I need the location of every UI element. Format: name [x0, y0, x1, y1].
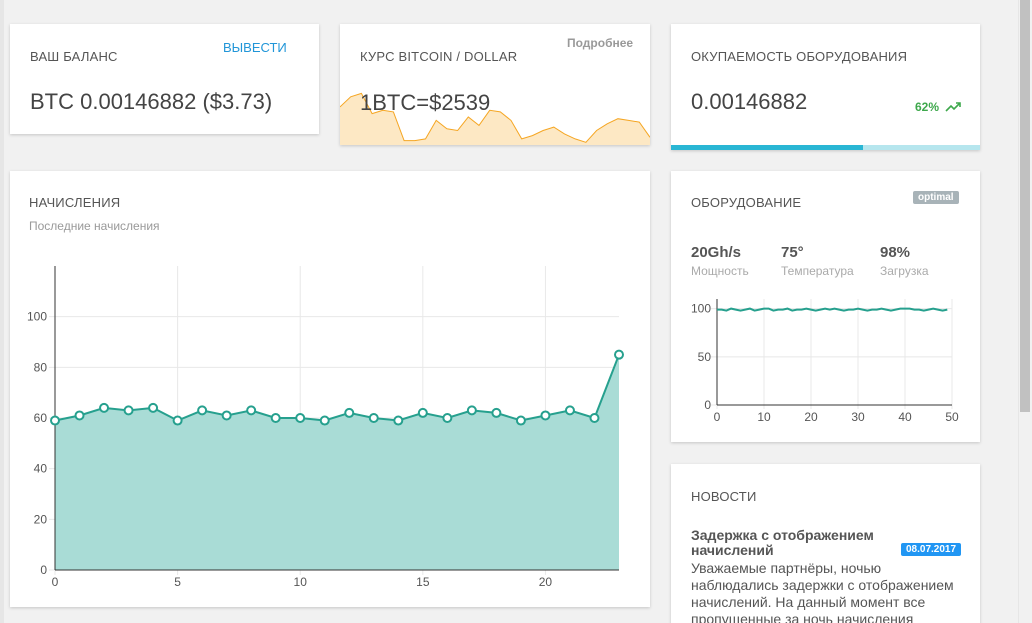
temperature-label: Температура: [781, 264, 854, 278]
hashrate-label: Мощность: [691, 264, 749, 278]
accruals-ytick-label: 100: [27, 310, 47, 324]
rate-card: КУРС BITCOIN / DOLLAR Подробнее 1BTC=$25…: [340, 24, 650, 145]
temperature-value: 75°: [781, 244, 804, 261]
accruals-xtick-label: 20: [539, 575, 553, 589]
accruals-ytick-label: 80: [34, 360, 48, 374]
payback-value: 0.00146882: [691, 89, 808, 114]
scrollbar-thumb[interactable]: [1020, 0, 1030, 412]
news-item-body: Уважаемые партнёры, ночью наблюдались за…: [691, 560, 954, 623]
trending-up-icon: [945, 102, 962, 112]
balance-card: ВАШ БАЛАНС ВЫВЕСТИ BTC 0.00146882 ($3.73…: [10, 24, 319, 134]
rate-sparkline-area: [340, 93, 650, 145]
accruals-ytick-label: 20: [34, 512, 48, 526]
accruals-subtitle: Последние начисления: [29, 219, 160, 233]
balance-value: BTC 0.00146882 ($3.73): [30, 89, 273, 114]
accruals-point: [221, 410, 232, 421]
accruals-point: [148, 402, 159, 413]
accruals-point: [466, 405, 477, 416]
accruals-ytick-label: 0: [40, 563, 47, 577]
payback-card: ОКУПАЕМОСТЬ ОБОРУДОВАНИЯ 0.00146882 62%: [671, 24, 980, 150]
accruals-ytick-label: 60: [34, 411, 48, 425]
balance-title: ВАШ БАЛАНС: [30, 49, 118, 64]
payback-progress-fill: [671, 145, 863, 150]
accruals-point: [442, 413, 453, 423]
equipment-xtick-label: 30: [851, 410, 865, 424]
accruals-title: НАЧИСЛЕНИЯ: [29, 195, 121, 210]
accruals-point: [123, 405, 134, 416]
rate-sparkline: [340, 92, 650, 145]
accruals-point: [589, 413, 600, 423]
news-title: НОВОСТИ: [691, 489, 757, 504]
accruals-point: [270, 413, 281, 423]
payback-progress-track: [671, 145, 980, 150]
accruals-xtick-label: 5: [174, 575, 181, 589]
withdraw-link[interactable]: ВЫВЕСТИ: [223, 40, 287, 55]
accruals-chart: 0 20 40 60 80 100 0 5 10 15 20: [27, 266, 624, 589]
load-value: 98%: [880, 244, 911, 261]
accruals-point: [417, 407, 428, 418]
rate-title: КУРС BITCOIN / DOLLAR: [360, 49, 518, 64]
equipment-chart: 0 50 100 0 10 20 30 40 50: [691, 299, 959, 424]
equipment-ytick-label: 100: [691, 302, 711, 316]
accruals-point: [319, 415, 330, 426]
accruals-point: [99, 402, 110, 413]
accruals-point: [564, 405, 575, 416]
accruals-point: [50, 415, 60, 426]
accruals-area: [55, 354, 619, 570]
payback-title: ОКУПАЕМОСТЬ ОБОРУДОВАНИЯ: [691, 49, 908, 64]
accruals-xtick-label: 15: [416, 575, 430, 589]
accruals-point: [614, 349, 624, 360]
accruals-point: [515, 415, 526, 426]
payback-percent-label: 62%: [915, 100, 940, 114]
equipment-xtick-label: 50: [945, 410, 959, 424]
status-badge: optimal: [913, 191, 959, 204]
equipment-card: ОБОРУДОВАНИЕ optimal 20Gh/s Мощность 75°…: [671, 171, 980, 442]
accruals-point: [246, 405, 257, 416]
equipment-xtick-label: 40: [898, 410, 912, 424]
accruals-point: [295, 413, 306, 423]
accruals-ytick-label: 40: [34, 462, 48, 476]
news-item-title[interactable]: Задержка с отображением начислений: [691, 527, 874, 558]
accruals-point: [197, 405, 208, 416]
accruals-point: [540, 410, 551, 421]
equipment-xtick-label: 0: [714, 410, 721, 424]
accruals-point: [344, 407, 355, 418]
accruals-xtick-label: 0: [52, 575, 59, 589]
news-card: НОВОСТИ Задержка с отображением начислен…: [671, 464, 980, 623]
equipment-title: ОБОРУДОВАНИЕ: [691, 195, 802, 210]
hashrate-value: 20Gh/s: [691, 244, 742, 261]
rate-value: 1BTC=$2539: [360, 90, 491, 115]
accruals-point: [393, 415, 404, 426]
left-edge: [0, 0, 4, 623]
accruals-point: [74, 410, 85, 421]
accruals-point: [368, 413, 379, 423]
payback-percent: 62%: [915, 100, 962, 114]
more-link[interactable]: Подробнее: [567, 36, 634, 50]
accruals-card: НАЧИСЛЕНИЯ Последние начисления 0 20 40 60 8…: [10, 171, 650, 607]
accruals-xtick-label: 10: [294, 575, 308, 589]
equipment-xtick-label: 20: [804, 410, 818, 424]
equipment-ytick-label: 0: [704, 398, 711, 412]
accruals-point: [491, 407, 502, 418]
equipment-line: [717, 307, 948, 312]
news-date-badge: 08.07.2017: [901, 543, 962, 556]
load-label: Загрузка: [880, 264, 929, 278]
accruals-point: [172, 415, 183, 426]
page-scrollbar[interactable]: [1018, 0, 1032, 623]
equipment-xtick-label: 10: [757, 410, 771, 424]
equipment-ytick-label: 50: [698, 350, 712, 364]
rate-sparkline-line: [340, 92, 650, 143]
